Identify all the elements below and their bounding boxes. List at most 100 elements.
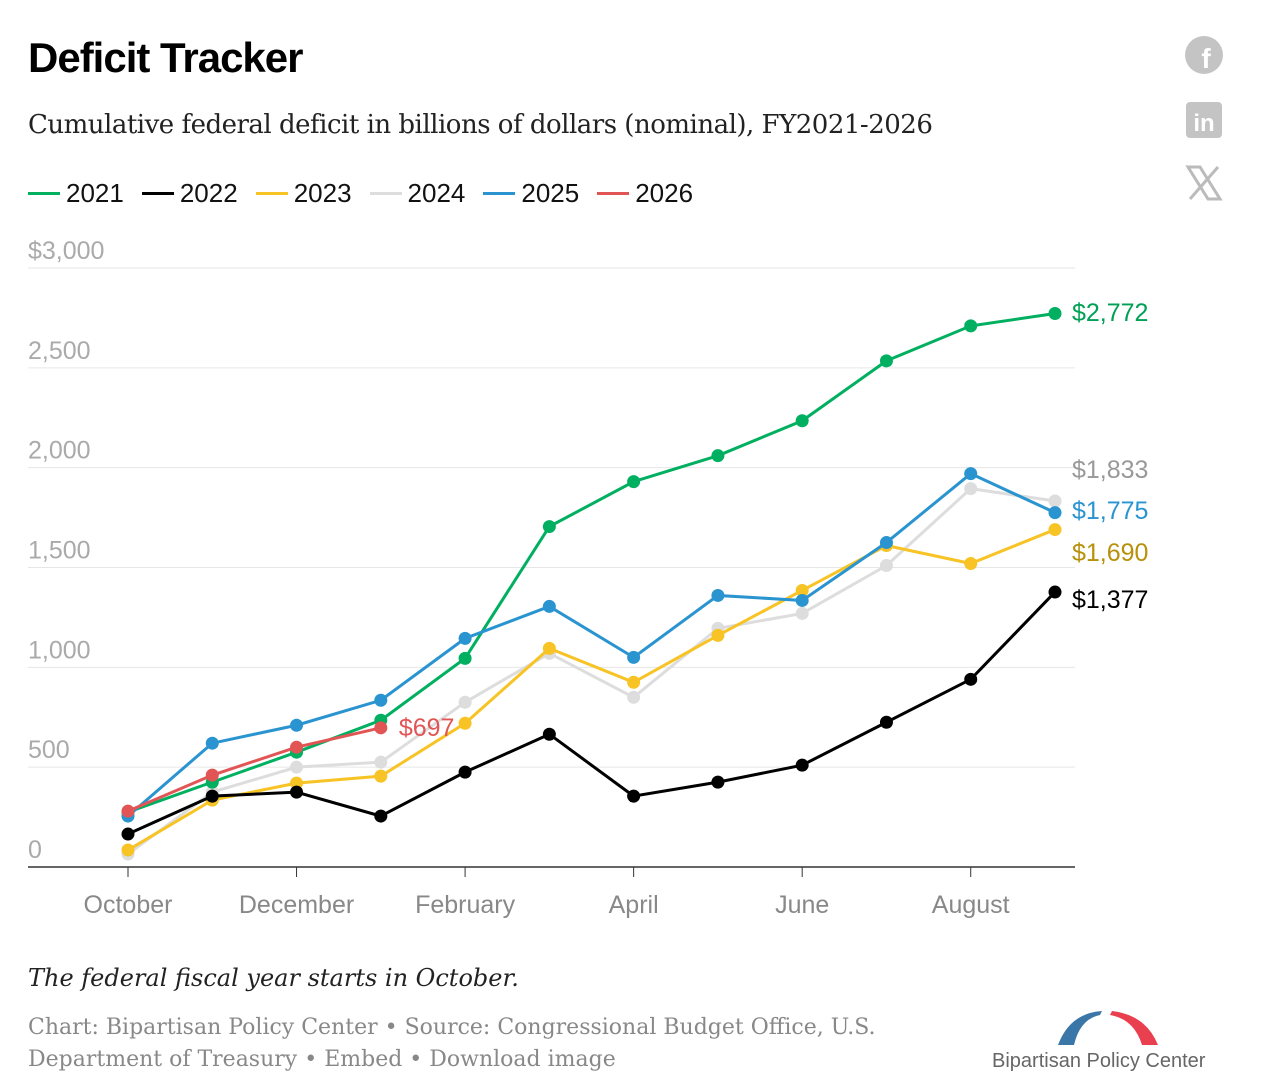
x-tick-label: June [775,891,829,919]
series-line-2026 [127,726,382,813]
end-label-2021: $2,772 [1072,299,1148,327]
data-point-2022[interactable] [711,775,725,789]
series-line-2023 [127,528,1056,852]
data-point-2023[interactable] [374,769,388,783]
download-image-link[interactable]: • Download image [409,1047,616,1072]
line-chart: 0 500 1,000 1,500 2,000 2,500 $3,000 October Dec… [28,237,1148,919]
x-icon[interactable] [1184,163,1224,203]
data-point-2024[interactable] [795,606,809,620]
legend-item-2021[interactable]: 2021 [28,178,124,209]
series-line-2025 [127,471,1056,818]
data-point-2022[interactable] [121,827,135,841]
data-point-2025[interactable] [879,536,893,550]
facebook-icon[interactable]: f [1184,35,1224,75]
data-point-2024[interactable] [627,690,641,704]
data-point-2024[interactable] [964,482,978,496]
data-point-2023[interactable] [458,716,472,730]
y-tick-label: 1,000 [28,636,91,664]
data-point-2026[interactable] [121,804,135,818]
data-point-2025[interactable] [542,599,556,613]
data-point-2025[interactable] [795,593,809,607]
data-point-2025[interactable] [627,650,641,664]
legend-item-2022[interactable]: 2022 [141,178,238,209]
data-point-2021[interactable] [542,520,556,534]
x-tick-label: October [84,891,173,919]
data-point-2021[interactable] [627,475,641,489]
data-point-2025[interactable] [458,631,472,645]
data-point-2022[interactable] [627,789,641,803]
series-line-2022 [127,591,1057,836]
x-tick-label: December [239,891,354,919]
end-label-2025: $1,775 [1072,497,1148,525]
data-point-2022[interactable] [879,715,893,729]
end-label-2022: $1,377 [1072,586,1148,614]
svg-text:in: in [1193,110,1214,137]
data-point-2021[interactable] [711,449,725,463]
data-point-2025[interactable] [711,588,725,602]
data-point-2024[interactable] [458,695,472,709]
data-point-2023[interactable] [1048,523,1062,537]
data-point-2026[interactable] [205,768,219,782]
data-point-2023[interactable] [795,583,809,597]
legend-item-2026[interactable]: 2026 [597,178,693,209]
data-point-2021[interactable] [1048,307,1062,321]
legend: 2021 2022 2023 2024 2025 2026 [28,178,693,209]
data-point-2025[interactable] [290,718,304,732]
data-point-2023[interactable] [964,557,978,571]
y-tick-label: 500 [28,736,70,764]
y-tick-label: 0 [28,836,42,864]
legend-swatch [255,192,288,195]
data-point-2025[interactable] [205,736,219,750]
data-point-2023[interactable] [711,628,725,642]
data-point-2021[interactable] [879,354,893,368]
data-point-2022[interactable] [1048,585,1062,599]
data-point-2025[interactable] [964,467,978,481]
data-point-2022[interactable] [290,785,304,799]
data-point-2024[interactable] [1048,494,1062,508]
data-point-2026[interactable] [374,721,388,735]
data-point-2021[interactable] [795,414,809,428]
data-point-2022[interactable] [964,672,978,686]
data-point-2024[interactable] [374,755,388,769]
series-line-2024 [127,487,1056,856]
legend-item-2023[interactable]: 2023 [255,178,352,209]
data-point-2023[interactable] [542,641,556,655]
series-line-2021 [127,312,1056,814]
chart-subtitle: Cumulative federal deficit in billions o… [28,110,933,140]
legend-swatch [597,192,630,195]
data-point-2025[interactable] [1048,506,1062,520]
embed-link[interactable]: Embed [324,1047,403,1072]
data-point-2025[interactable] [374,693,388,707]
svg-text:f: f [1201,43,1211,74]
data-point-2024[interactable] [290,760,304,774]
logo-text: Bipartisan Policy Center [992,1050,1206,1072]
data-point-2021[interactable] [458,651,472,665]
data-point-2023[interactable] [627,675,641,689]
data-point-2024[interactable] [879,559,893,573]
y-tick-label: 2,500 [28,337,91,365]
page-title: Deficit Tracker [28,34,303,81]
legend-label: 2026 [635,178,694,208]
legend-item-2024[interactable]: 2024 [369,178,465,209]
linkedin-icon[interactable]: in [1184,100,1224,140]
bpc-logo [1058,1011,1158,1045]
data-point-2021[interactable] [964,319,978,333]
legend-label: 2025 [521,178,580,208]
data-point-2022[interactable] [374,809,388,823]
data-point-2022[interactable] [458,765,472,779]
data-point-2022[interactable] [205,789,219,803]
y-tick-label: 2,000 [28,437,91,465]
x-tick-label: April [609,891,659,919]
legend-item-2025[interactable]: 2025 [483,178,579,209]
data-point-2022[interactable] [542,727,556,741]
x-tick-label: February [415,891,516,919]
data-point-2026[interactable] [290,740,304,754]
legend-label: 2023 [293,178,352,208]
x-tick-label: August [932,891,1010,919]
end-label-2024: $1,833 [1072,456,1148,484]
legend-label: 2021 [66,178,124,208]
data-point-2023[interactable] [121,843,135,857]
data-point-2023[interactable] [290,776,304,790]
data-point-2022[interactable] [795,758,809,772]
chart-note: The federal fiscal year starts in Octobe… [28,964,519,992]
